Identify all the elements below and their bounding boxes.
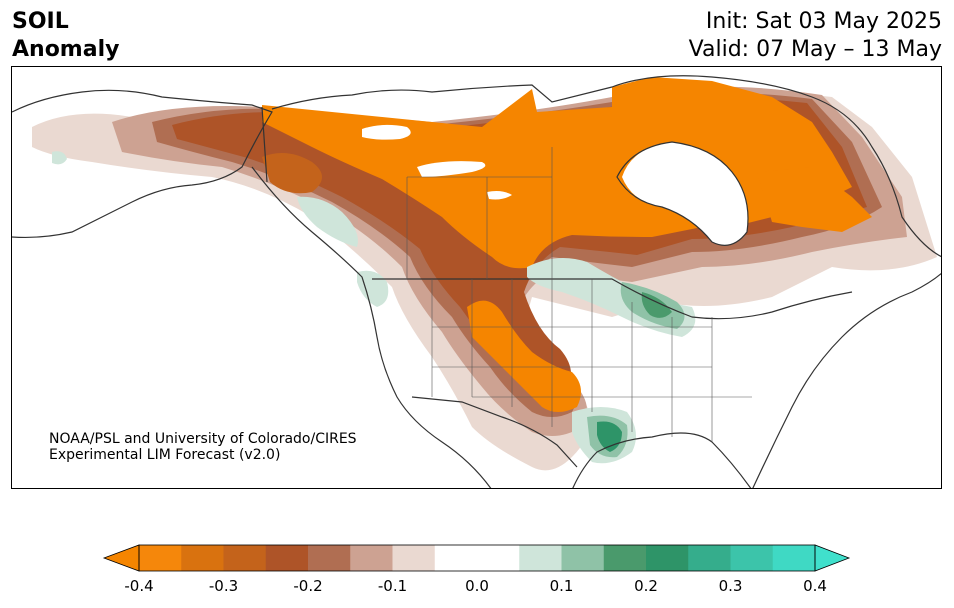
- border-alaska-canada: [261, 106, 268, 183]
- border-canada-us: [372, 278, 853, 320]
- title-subtitle: Anomaly: [12, 37, 120, 62]
- colorbar-segment: [265, 545, 309, 571]
- colorbar-segment: [477, 545, 520, 571]
- border-us-mexico: [411, 396, 578, 468]
- forecast-dates: Init: Sat 03 May 2025 Valid: 07 May – 13…: [689, 8, 942, 64]
- colorbar-segment: [308, 545, 351, 571]
- lake-athabasca: [487, 191, 512, 200]
- colorbar: [102, 544, 851, 572]
- colorbar-segments: [139, 545, 816, 571]
- colorbar-segment: [223, 545, 267, 571]
- valid-range: Valid: 07 May – 13 May: [688, 37, 942, 62]
- colorbar-tick-label: 0.3: [718, 577, 743, 595]
- colorbar-segment: [646, 545, 689, 571]
- colorbar-segment: [730, 545, 774, 571]
- colorbar-segment: [434, 545, 478, 571]
- coastline-alaska: [12, 89, 273, 239]
- colorbar-segment: [139, 545, 182, 571]
- title-variable: SOIL: [12, 9, 69, 34]
- coastline-west: [251, 166, 492, 488]
- coastline-arctic: [271, 75, 941, 258]
- colorbar-segment: [519, 545, 562, 571]
- great-slave-lake: [417, 161, 486, 177]
- init-date: Init: Sat 03 May 2025: [705, 9, 942, 34]
- boundaries: [12, 75, 941, 488]
- colorbar-tick-label: -0.4: [124, 577, 154, 595]
- credit-line-2: Experimental LIM Forecast (v2.0): [49, 447, 281, 463]
- anomaly-map: [11, 66, 942, 489]
- dry-strong-plains: [467, 300, 581, 412]
- wet-light-nw: [357, 270, 389, 307]
- colorbar-segment: [350, 545, 393, 571]
- colorbar-tick-label: 0.2: [634, 577, 658, 595]
- colorbar-segment: [181, 545, 224, 571]
- map-canvas: [12, 75, 941, 488]
- colorbar-over-arrow: [814, 544, 851, 572]
- colorbar-segment: [688, 545, 731, 571]
- great-bear-lake: [362, 124, 411, 140]
- hudson-bay: [622, 142, 748, 246]
- colorbar-border: [138, 544, 816, 572]
- colorbar-tick-label: 0.4: [803, 577, 827, 595]
- dry-strong-labrador: [757, 167, 872, 232]
- coastline-gulf-east: [572, 432, 752, 488]
- colorbar-tick-label: -0.1: [377, 577, 408, 595]
- colorbar-segment: [561, 545, 605, 571]
- colorbar-tick-label: 0.1: [549, 577, 574, 595]
- coastline-atlantic: [752, 272, 941, 488]
- colorbar-tick-label: -0.3: [208, 577, 239, 595]
- colorbar-segment: [392, 545, 436, 571]
- coastline-hudson: [616, 141, 749, 246]
- credit-text: NOAA/PSL and University of Colorado/CIRE…: [49, 431, 357, 463]
- colorbar-under-arrow: [102, 544, 140, 572]
- dry-strong-west: [262, 153, 322, 194]
- colorbar-segment: [772, 545, 816, 571]
- map-title: SOIL Anomaly: [12, 8, 119, 64]
- wet-light-alaska: [52, 151, 67, 165]
- credit-line-1: NOAA/PSL and University of Colorado/CIRE…: [49, 431, 357, 447]
- wet-light-west: [297, 196, 358, 247]
- anomaly-shading: [32, 77, 937, 471]
- colorbar-tick-label: -0.2: [293, 577, 323, 595]
- state-lines: [406, 147, 752, 442]
- colorbar-tick-label: 0.0: [465, 577, 489, 595]
- colorbar-segment: [603, 545, 647, 571]
